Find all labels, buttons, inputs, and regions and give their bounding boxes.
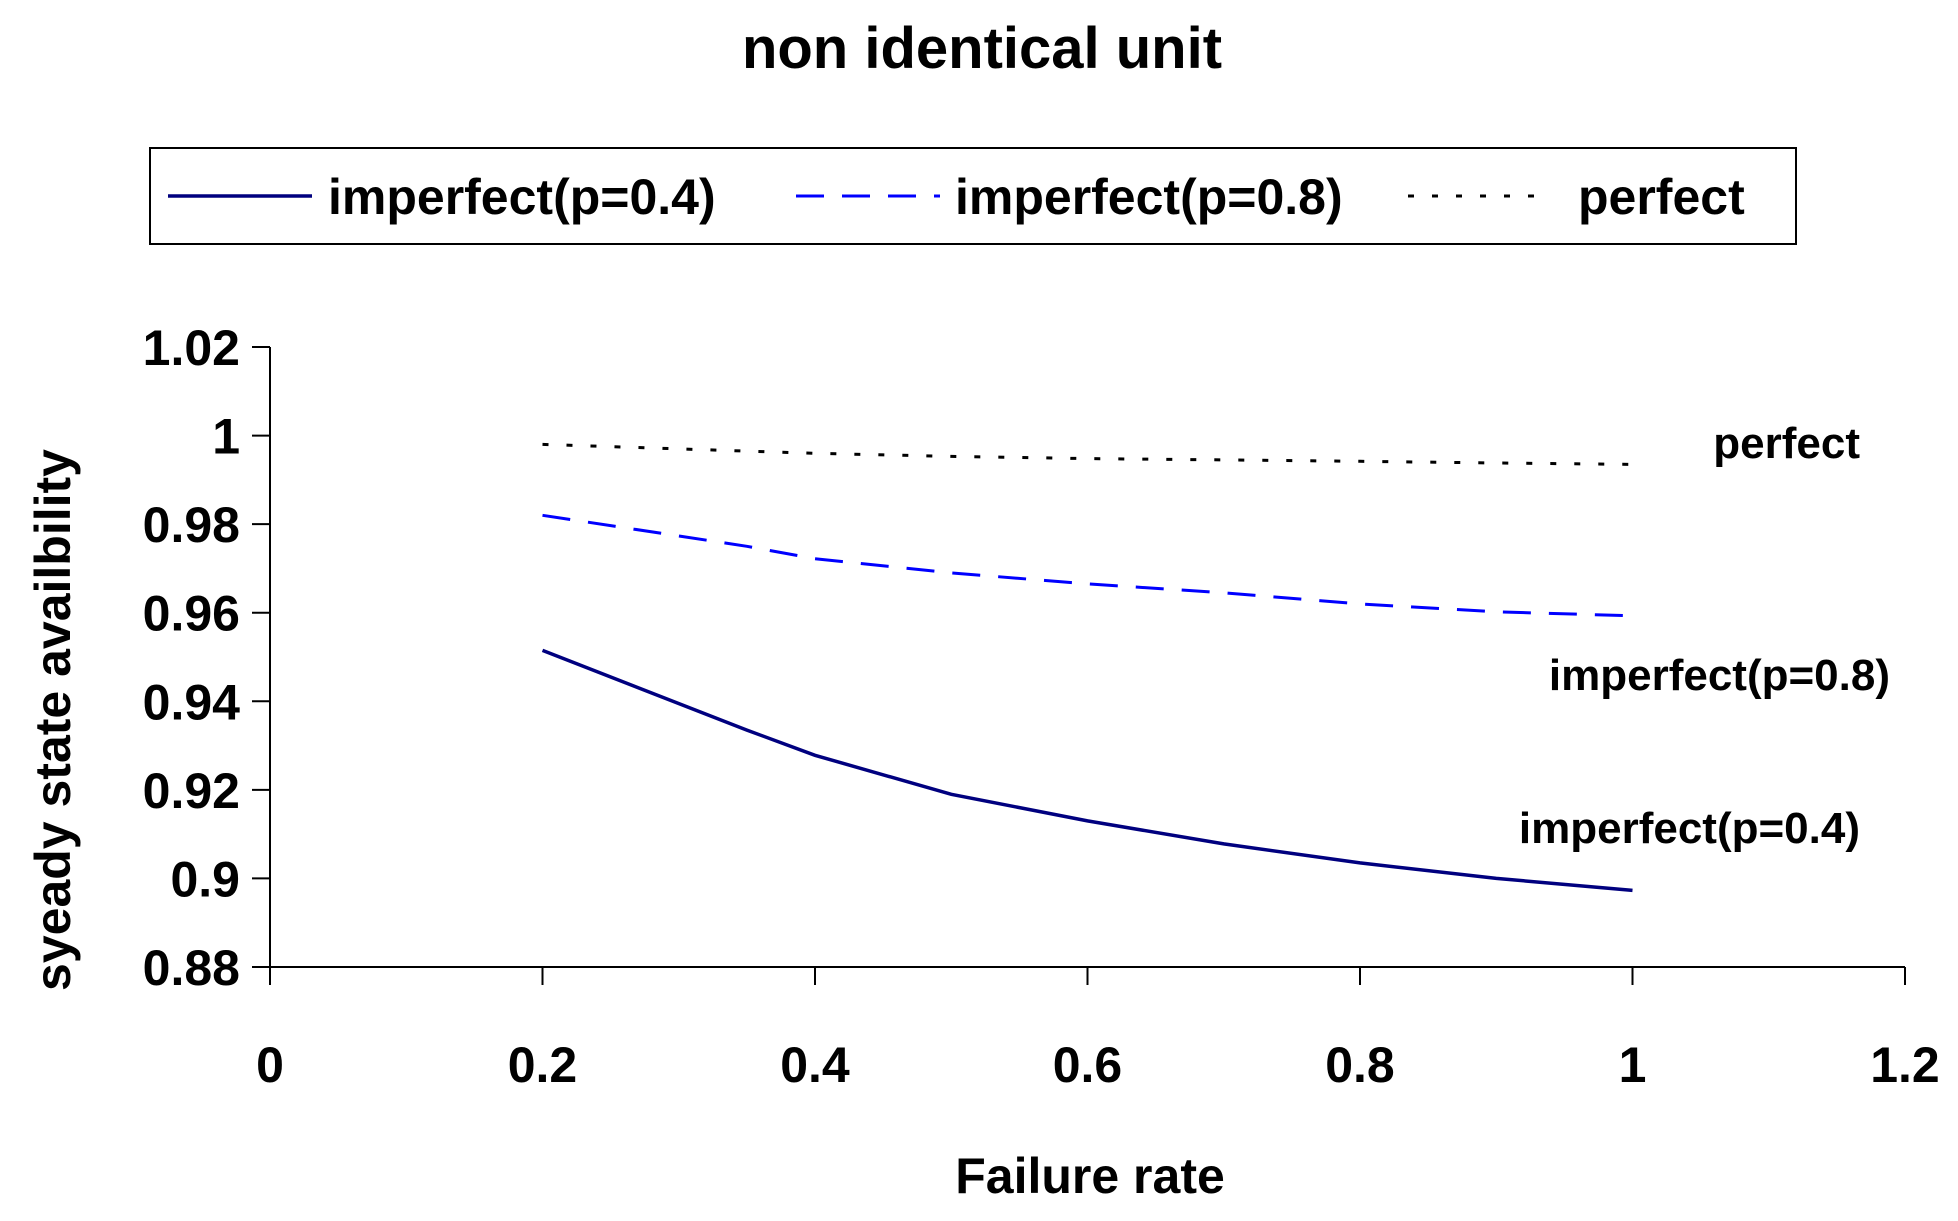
axes: 0.88 0.9 0.92 0.94 0.96 0.98 1 1.02 0 0.2 0.4 0.6 0.… [143,320,1940,1093]
x-tick-label: 0.6 [1053,1037,1123,1093]
series-end-label: imperfect(p=0.8) [1549,651,1890,700]
legend-label-1: imperfect(p=0.8) [955,169,1343,225]
x-tick-label: 1.2 [1870,1037,1940,1093]
legend-label-0: imperfect(p=0.4) [328,169,716,225]
series-line-1 [542,513,1633,618]
x-tick-label: 0.4 [780,1037,850,1093]
x-tick-label: 0 [256,1037,284,1093]
x-axis-title: Failure rate [955,1148,1225,1204]
series-end-label: perfect [1713,419,1860,468]
y-tick-label: 1 [212,409,240,465]
legend-box [149,147,1797,245]
legend: imperfect(p=0.4) imperfect(p=0.8) perfect [149,147,1797,245]
series-line-0 [541,648,1633,893]
y-axis-title: syeady state availbility [25,449,81,991]
legend-label-2: perfect [1578,169,1745,225]
y-tick-label: 0.94 [143,674,241,730]
x-tick-label: 0.8 [1325,1037,1395,1093]
y-tick-label: 0.92 [143,763,240,819]
plot-lines [541,442,1633,893]
x-tick-label: 1 [1619,1037,1647,1093]
series-end-label: imperfect(p=0.4) [1519,804,1860,853]
series-line-2 [542,442,1633,466]
y-tick-label: 0.96 [143,586,240,642]
y-tick-label: 1.02 [143,320,240,376]
y-tick-label: 0.88 [143,940,240,996]
y-tick-label: 0.9 [170,851,240,907]
series-end-labels: imperfect(p=0.4) imperfect(p=0.8) perfect [1519,419,1890,853]
y-tick-label: 0.98 [143,497,240,553]
chart-title: non identical unit [742,16,1222,81]
x-tick-label: 0.2 [508,1037,578,1093]
